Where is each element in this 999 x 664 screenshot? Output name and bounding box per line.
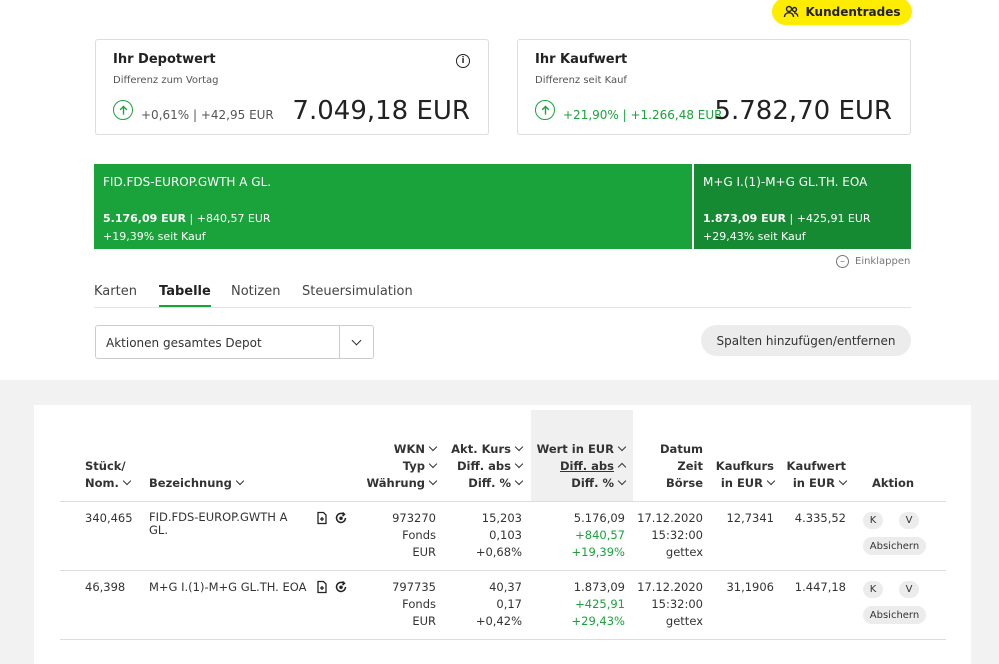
depotwert-card: Ihr Depotwert i Differenz zum Vortag +0,… (95, 39, 489, 135)
aktionen-select[interactable]: Aktionen gesamtes Depot (95, 325, 374, 359)
depotwert-diff: +0,61% | +42,95 EUR (141, 108, 274, 122)
row-icons (315, 580, 348, 594)
table-divider (60, 501, 946, 502)
chevron-down-icon (428, 442, 438, 452)
tile-value: 1.873,09 EUR | +425,91 EUR (703, 212, 871, 225)
depotwert-subtitle: Differenz zum Vortag (113, 75, 219, 86)
einklappen-label: Einklappen (855, 256, 911, 267)
tab-bar: Karten Tabelle Notizen Steuersimulation (94, 282, 911, 308)
header-kaufkurs[interactable]: Kaufkurs in EUR (715, 459, 776, 490)
table-divider (60, 570, 946, 571)
kaufwert-diff: +21,90% | +1.266,48 EUR (563, 108, 723, 122)
tile-pct: +19,39% seit Kauf (103, 230, 206, 243)
cell-wert: 5.176,09 +840,57 +19,39% (571, 511, 626, 559)
header-wert[interactable]: Wert in EUR Diff. abs Diff. % (537, 441, 627, 492)
spalten-button[interactable]: Spalten hinzufügen/entfernen (701, 325, 911, 356)
tile-name: FID.FDS-EUROP.GWTH A GL. (103, 175, 272, 189)
users-icon (784, 5, 799, 17)
cell-bezeichnung[interactable]: M+G I.(1)-M+G GL.TH. EOA (149, 580, 307, 594)
table-panel (34, 405, 971, 664)
cell-stueck: 46,398 (85, 580, 126, 594)
cell-kaufwert: 4.335,52 (794, 511, 846, 525)
verkaufen-button[interactable]: V (899, 512, 919, 529)
kaufen-button[interactable]: K (863, 581, 883, 598)
kaufwert-value: 5.782,70 EUR (714, 96, 892, 126)
verkaufen-button[interactable]: V (899, 581, 919, 598)
chevron-down-icon (235, 476, 245, 486)
table-divider (60, 639, 946, 640)
cell-wkn: 973270 Fonds EUR (392, 511, 436, 559)
tab-karten[interactable]: Karten (94, 284, 137, 299)
row-icons (315, 511, 348, 525)
chevron-down-icon (514, 459, 524, 469)
tile-pct: +29,43% seit Kauf (703, 230, 806, 243)
header-wkn[interactable]: WKN Typ Währung (367, 441, 438, 492)
depotwert-value: 7.049,18 EUR (292, 96, 470, 126)
chevron-down-icon (766, 476, 776, 486)
cell-kurs: 40,37 0,17 +0,42% (475, 580, 522, 628)
chevron-down-icon (428, 476, 438, 486)
cell-kaufkurs: 31,1906 (726, 580, 774, 594)
tile-name: M+G I.(1)-M+G GL.TH. EOA (703, 175, 868, 189)
chevron-down-icon[interactable] (339, 326, 373, 358)
kaufwert-title: Ihr Kaufwert (535, 52, 628, 67)
arrow-up-circle-icon (113, 100, 133, 120)
sorted-column-highlight (531, 410, 633, 501)
einklappen-button[interactable]: – Einklappen (836, 255, 910, 268)
cell-kaufkurs: 12,7341 (726, 511, 774, 525)
kaufwert-subtitle: Differenz seit Kauf (535, 75, 627, 86)
refresh-icon[interactable] (334, 511, 348, 525)
chevron-down-icon (122, 476, 132, 486)
header-kaufwert[interactable]: Kaufwert in EUR (786, 459, 848, 490)
chevron-down-icon (838, 476, 848, 486)
cell-bezeichnung[interactable]: FID.FDS-EUROP.GWTH A GL. (149, 510, 288, 537)
header-stueck[interactable]: Stück/ Nom. (85, 458, 132, 492)
absichern-button[interactable]: Absichern (863, 606, 926, 624)
header-kurs[interactable]: Akt. Kurs Diff. abs Diff. % (451, 441, 524, 492)
chevron-down-icon (617, 476, 627, 486)
arrow-up-circle-icon (535, 100, 555, 120)
depotwert-title: Ihr Depotwert (113, 52, 216, 67)
minus-circle-icon: – (836, 255, 849, 268)
kundentrades-label: Kundentrades (805, 4, 901, 19)
chevron-down-icon (514, 442, 524, 452)
cell-wert: 1.873,09 +425,91 +29,43% (571, 580, 626, 628)
chevron-down-icon (514, 476, 524, 486)
tab-steuersimulation[interactable]: Steuersimulation (302, 284, 413, 299)
chevron-up-icon (617, 462, 627, 472)
position-tile[interactable]: FID.FDS-EUROP.GWTH A GL. 5.176,09 EUR | … (94, 164, 692, 249)
refresh-icon[interactable] (334, 580, 348, 594)
info-icon[interactable]: i (456, 54, 470, 68)
header-bezeichnung[interactable]: Bezeichnung (149, 475, 245, 492)
cell-stueck: 340,465 (85, 511, 133, 525)
cell-wkn: 797735 Fonds EUR (392, 580, 436, 628)
kaufen-button[interactable]: K (863, 512, 883, 529)
kaufwert-card: Ihr Kaufwert Differenz seit Kauf +21,90%… (517, 39, 911, 135)
cell-kaufwert: 1.447,18 (794, 580, 846, 594)
tab-notizen[interactable]: Notizen (231, 284, 281, 299)
aktionen-select-value: Aktionen gesamtes Depot (106, 336, 262, 350)
tab-tabelle[interactable]: Tabelle (159, 284, 211, 307)
header-datum[interactable]: Datum Zeit Börse (660, 442, 703, 490)
cell-datum: 17.12.2020 15:32:00 gettex (637, 580, 703, 628)
cell-datum: 17.12.2020 15:32:00 gettex (637, 511, 703, 559)
kundentrades-button[interactable]: Kundentrades (772, 0, 912, 25)
chevron-down-icon (617, 442, 627, 452)
position-tile[interactable]: M+G I.(1)-M+G GL.TH. EOA 1.873,09 EUR | … (694, 164, 911, 249)
header-aktion: Aktion (872, 476, 915, 490)
document-icon[interactable] (315, 580, 329, 594)
absichern-button[interactable]: Absichern (863, 537, 926, 555)
cell-kurs: 15,203 0,103 +0,68% (475, 511, 522, 559)
tile-value: 5.176,09 EUR | +840,57 EUR (103, 212, 271, 225)
document-icon[interactable] (315, 511, 329, 525)
chevron-down-icon (428, 459, 438, 469)
